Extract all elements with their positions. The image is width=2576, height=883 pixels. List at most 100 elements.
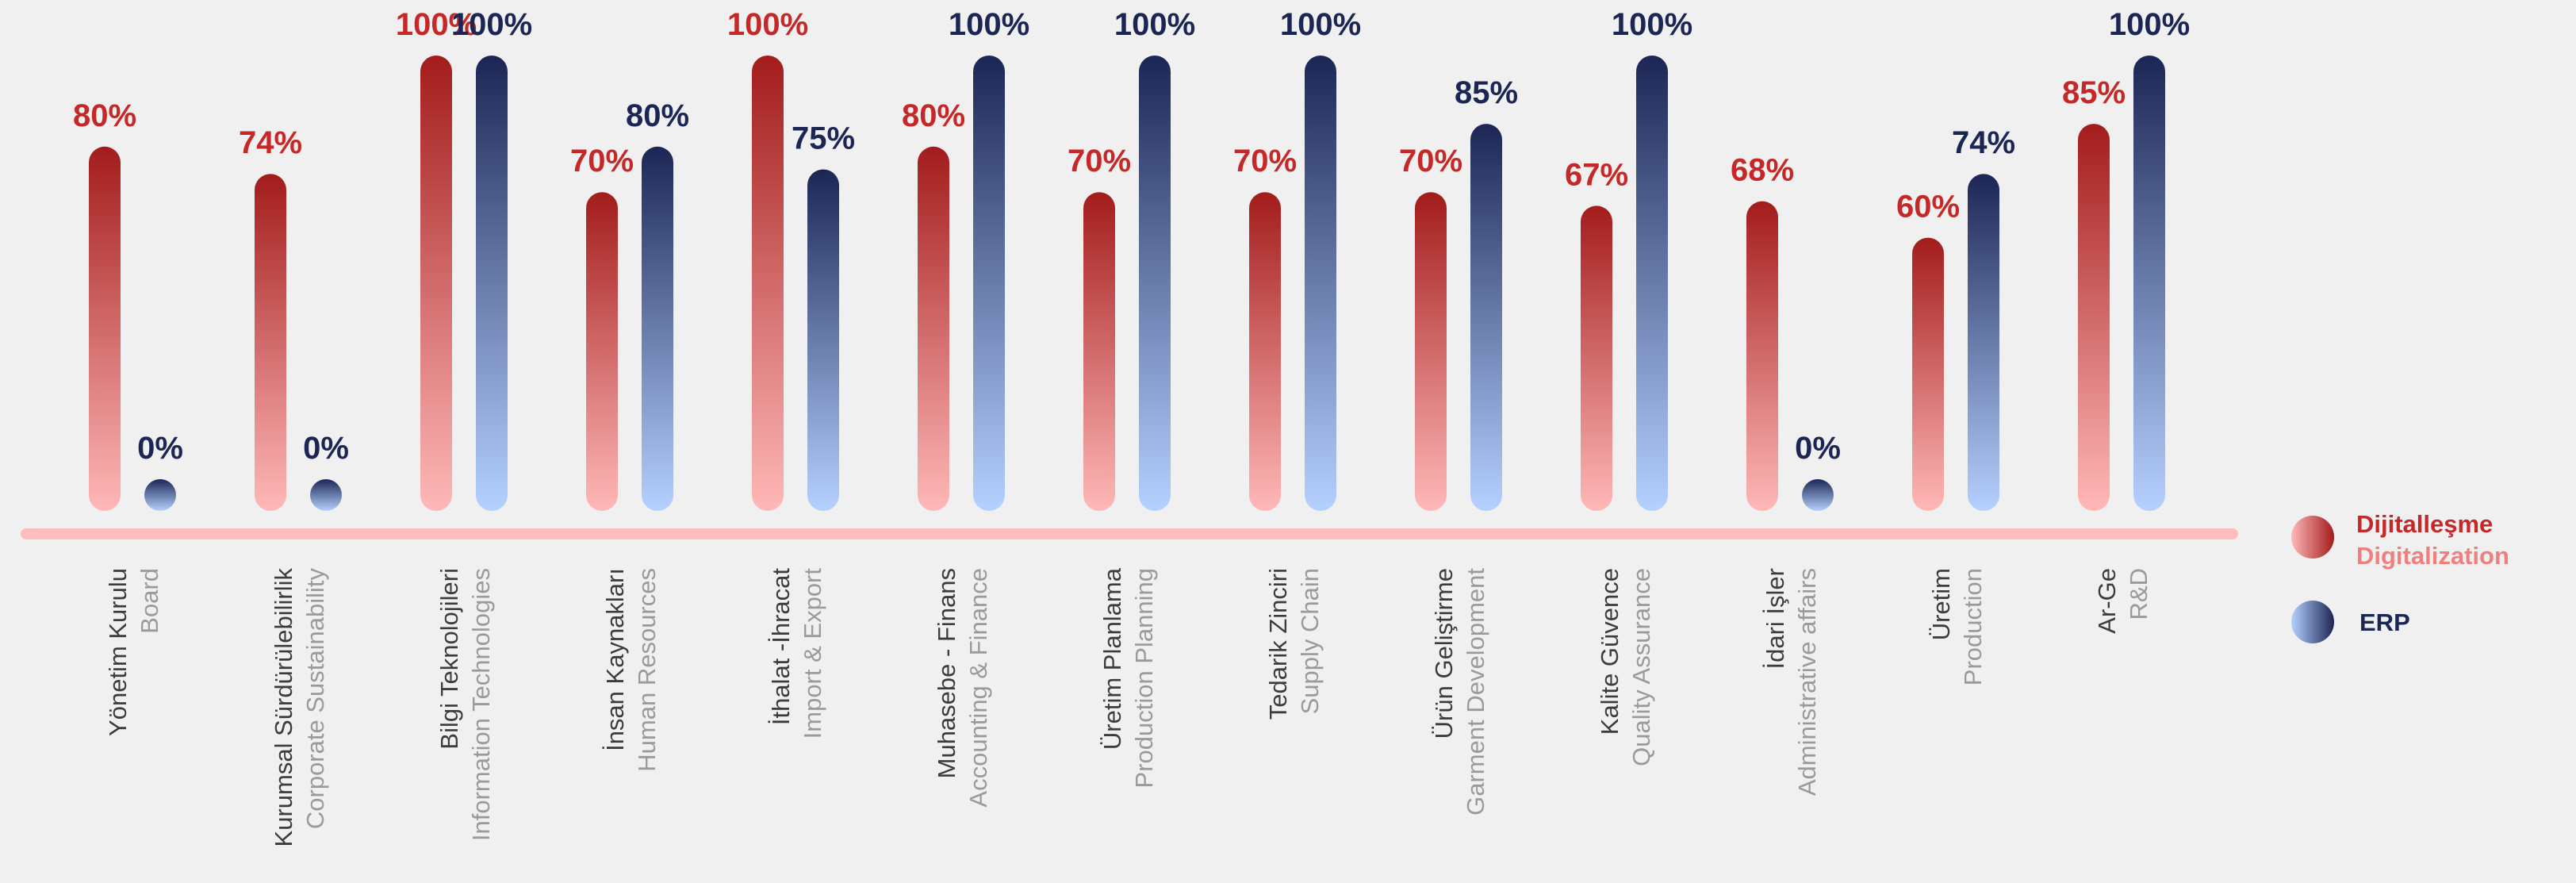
r-d-erp-bar — [2133, 56, 2165, 511]
import-export-dijitallesme-value-label: 100% — [727, 7, 808, 42]
legend-label-digitalization: Digitalization — [2356, 542, 2509, 570]
quality-assurance-dijitallesme-bar — [1581, 205, 1612, 511]
production-planning-erp-value-label: 100% — [1114, 7, 1195, 42]
supply-chain-erp-bar — [1305, 56, 1336, 511]
category-secondary-label: R&D — [2125, 568, 2152, 620]
category-label-supply-chain: Tedarik Zinciri Supply Chain — [1264, 568, 1324, 720]
category-secondary-label: Administrative affairs — [1793, 568, 1821, 796]
corporate-sustainability-dijitallesme-value-label: 74% — [239, 125, 302, 160]
import-export-erp-value-label: 75% — [792, 121, 855, 156]
category-primary-label: İthalat -İhracat — [767, 568, 795, 726]
administrative-affairs-dijitallesme-bar — [1746, 201, 1778, 511]
human-resources-erp-value-label: 80% — [626, 98, 689, 133]
category-primary-label: Üretim — [1927, 568, 1955, 640]
category-secondary-label: Import & Export — [799, 568, 826, 739]
category-label-information-technologies: Bilgi Teknolojileri Information Technolog… — [435, 568, 495, 841]
information-technologies-dijitallesme-value-label: 100% — [396, 7, 477, 42]
category-label-r-d: Ar-Ge R&D — [2093, 568, 2152, 634]
administrative-affairs-erp-value-label: 0% — [1795, 431, 1841, 466]
category-labels-layer: Yönetim Kurulu Board Kurumsal Sürdürülebil… — [104, 567, 2152, 847]
r-d-erp-value-label: 100% — [2109, 7, 2190, 42]
quality-assurance-erp-value-label: 100% — [1612, 7, 1692, 42]
corporate-sustainability-erp-value-label: 0% — [303, 431, 349, 466]
information-technologies-erp-bar — [476, 56, 508, 511]
accounting-finance-dijitallesme-bar — [918, 146, 949, 512]
category-primary-label: İdari İşler — [1761, 568, 1789, 669]
production-erp-value-label: 74% — [1952, 125, 2015, 160]
category-secondary-label: Accounting & Finance — [964, 568, 992, 808]
category-primary-label: Tedarik Zinciri — [1264, 568, 1292, 720]
category-label-import-export: İthalat -İhracat Import & Export — [767, 568, 826, 739]
category-secondary-label: Supply Chain — [1296, 568, 1324, 714]
board-dijitallesme-value-label: 80% — [73, 98, 136, 133]
accounting-finance-erp-bar — [973, 56, 1005, 511]
board-erp-value-label: 0% — [137, 431, 183, 466]
human-resources-erp-bar — [642, 146, 673, 512]
quality-assurance-erp-bar — [1636, 56, 1668, 511]
r-d-dijitallesme-bar — [2078, 124, 2110, 511]
category-primary-label: İnsan Kaynakları — [601, 568, 629, 751]
accounting-finance-dijitallesme-value-label: 80% — [902, 98, 965, 133]
category-primary-label: Kurumsal Sürdürülebilirlik — [270, 568, 297, 847]
category-primary-label: Ar-Ge — [2093, 568, 2121, 634]
accounting-finance-erp-value-label: 100% — [949, 7, 1029, 42]
legend-label-erp: ERP — [2359, 609, 2410, 636]
category-secondary-label: Quality Assurance — [1627, 568, 1655, 766]
import-export-dijitallesme-bar — [752, 56, 784, 511]
quality-assurance-dijitallesme-value-label: 67% — [1565, 157, 1628, 192]
category-label-corporate-sustainability: Kurumsal Sürdürülebilirlik Corporate Sust… — [270, 568, 329, 847]
category-secondary-label: Garment Development — [1462, 568, 1489, 816]
category-label-production-planning: Üretim Planlama Production Planning — [1098, 567, 1158, 788]
corporate-sustainability-dijitallesme-bar — [255, 174, 286, 512]
supply-chain-dijitallesme-bar — [1249, 192, 1281, 511]
category-primary-label: Yönetim Kurulu — [104, 568, 132, 736]
category-label-production: Üretim Production — [1927, 568, 1987, 685]
category-secondary-label: Production — [1959, 568, 1987, 685]
x-axis-baseline — [21, 528, 2238, 539]
category-primary-label: Üretim Planlama — [1098, 567, 1126, 750]
garment-development-erp-bar — [1470, 124, 1502, 511]
administrative-affairs-dijitallesme-value-label: 68% — [1731, 153, 1794, 188]
import-export-erp-bar — [807, 169, 839, 511]
production-planning-erp-bar — [1139, 56, 1171, 511]
value-labels-layer: 80%0%74%0%100%100%70%80%100%75%80%100%70… — [73, 7, 2190, 466]
production-erp-bar — [1968, 174, 1999, 512]
board-dijitallesme-bar — [89, 146, 121, 512]
production-planning-dijitallesme-bar — [1083, 192, 1115, 511]
garment-development-erp-value-label: 85% — [1455, 75, 1518, 110]
category-label-quality-assurance: Kalite Güvence Quality Assurance — [1596, 568, 1655, 766]
legend-swatch-dijitallesme — [2291, 516, 2334, 559]
r-d-dijitallesme-value-label: 85% — [2062, 75, 2126, 110]
garment-development-dijitallesme-value-label: 70% — [1399, 144, 1462, 179]
category-secondary-label: Human Resources — [633, 568, 661, 772]
category-primary-label: Muhasebe - Finans — [933, 568, 960, 778]
category-secondary-label: Corporate Sustainability — [301, 568, 329, 830]
information-technologies-dijitallesme-bar — [420, 56, 452, 511]
category-label-accounting-finance: Muhasebe - Finans Accounting & Finance — [933, 568, 992, 808]
legend: Dijitalleşme Digitalization ERP — [2291, 510, 2509, 643]
category-secondary-label: Production Planning — [1130, 568, 1158, 788]
board-erp-bar — [144, 479, 176, 511]
administrative-affairs-erp-bar — [1802, 479, 1834, 511]
legend-label-dijitallesme: Dijitalleşme — [2356, 510, 2493, 538]
category-primary-label: Ürün Geliştirme — [1430, 568, 1458, 739]
category-secondary-label: Information Technologies — [467, 568, 495, 841]
production-planning-dijitallesme-value-label: 70% — [1068, 144, 1131, 179]
legend-swatch-erp — [2291, 601, 2334, 643]
bars-layer — [89, 56, 2165, 512]
supply-chain-erp-value-label: 100% — [1280, 7, 1361, 42]
production-dijitallesme-value-label: 60% — [1896, 190, 1960, 225]
production-dijitallesme-bar — [1912, 237, 1944, 511]
category-label-administrative-affairs: İdari İşler Administrative affairs — [1761, 568, 1821, 796]
human-resources-dijitallesme-bar — [586, 192, 618, 511]
category-label-garment-development: Ürün Geliştirme Garment Development — [1430, 568, 1489, 816]
garment-development-dijitallesme-bar — [1415, 192, 1447, 511]
category-primary-label: Bilgi Teknolojileri — [435, 568, 463, 750]
supply-chain-dijitallesme-value-label: 70% — [1233, 144, 1297, 179]
human-resources-dijitallesme-value-label: 70% — [570, 144, 634, 179]
category-secondary-label: Board — [136, 568, 163, 634]
category-label-board: Yönetim Kurulu Board — [104, 568, 163, 736]
information-technologies-erp-value-label: 100% — [451, 7, 532, 42]
